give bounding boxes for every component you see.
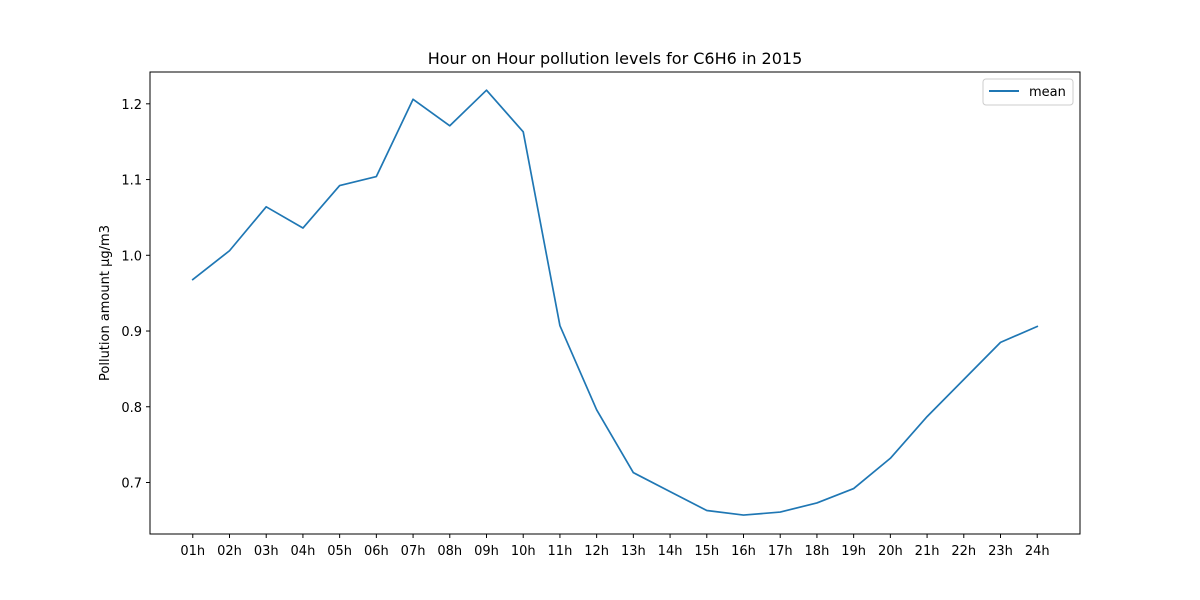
x-tick-label: 06h <box>364 544 389 559</box>
y-tick-label: 1.0 <box>121 249 142 264</box>
x-tick-label: 12h <box>584 544 609 559</box>
x-tick-label: 04h <box>291 544 316 559</box>
x-tick-label: 19h <box>841 544 866 559</box>
legend: mean <box>982 78 1074 106</box>
x-tick-label: 13h <box>621 544 646 559</box>
chart-title: Hour on Hour pollution levels for C6H6 i… <box>428 49 803 68</box>
x-tick-label: 02h <box>217 544 242 559</box>
x-tick-label: 21h <box>915 544 940 559</box>
legend-label-mean: mean <box>1029 85 1066 100</box>
plot-area <box>191 89 1039 516</box>
axis-ticks: 01h 02h 03h 04h 05h 06h 07h 08h 09h 10h 11h 12h 13h 1… <box>121 98 1049 559</box>
y-axis-label: Pollution amount µg/m3 <box>98 225 113 381</box>
x-tick-label: 23h <box>988 544 1013 559</box>
series-line-mean <box>191 89 1039 516</box>
x-tick-label: 10h <box>511 544 536 559</box>
axes-frame <box>149 71 1081 535</box>
y-tick-label: 0.9 <box>121 325 142 340</box>
x-tick-label: 11h <box>548 544 573 559</box>
x-tick-label: 05h <box>327 544 352 559</box>
x-tick-label: 01h <box>180 544 205 559</box>
x-tick-label: 24h <box>1025 544 1050 559</box>
x-tick-label: 07h <box>401 544 426 559</box>
x-tick-label: 15h <box>694 544 719 559</box>
legend-box <box>982 78 1074 106</box>
y-tick-label: 0.7 <box>121 476 142 491</box>
x-tick-label: 08h <box>437 544 462 559</box>
y-tick-label: 1.1 <box>121 174 142 189</box>
x-tick-label: 09h <box>474 544 499 559</box>
y-tick-label: 0.8 <box>121 401 142 416</box>
x-tick-label: 03h <box>254 544 279 559</box>
x-tick-label: 16h <box>731 544 756 559</box>
x-tick-label: 14h <box>658 544 683 559</box>
x-tick-label: 17h <box>768 544 793 559</box>
x-tick-label: 22h <box>951 544 976 559</box>
x-tick-label: 18h <box>805 544 830 559</box>
y-tick-label: 1.2 <box>121 98 142 113</box>
x-tick-label: 20h <box>878 544 903 559</box>
